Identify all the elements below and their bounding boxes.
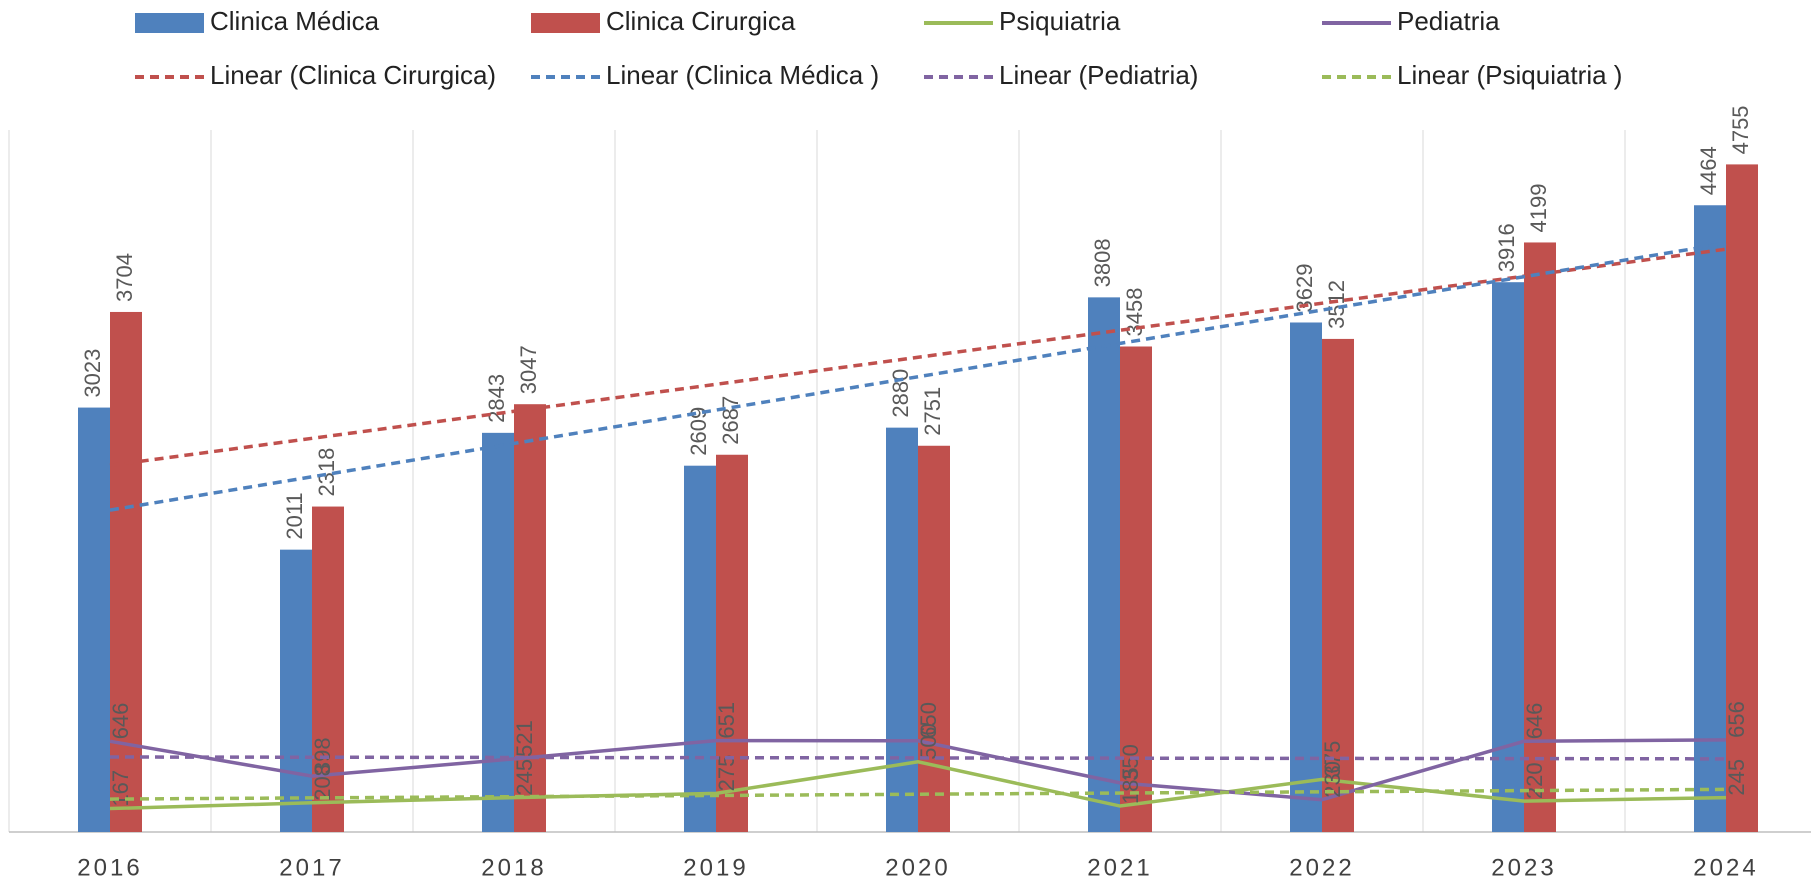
bar: [482, 432, 514, 832]
data-label: 185: [1118, 767, 1143, 804]
bar: [684, 465, 716, 832]
bar: [312, 506, 344, 832]
bar: [1524, 242, 1556, 833]
legend-label: Linear (Psiquiatria ): [1397, 60, 1622, 90]
x-tick-label: 2020: [885, 854, 950, 881]
bar: [514, 404, 546, 832]
legend-label: Linear (Clinica Cirurgica): [210, 60, 496, 90]
x-tick-label: 2016: [77, 854, 142, 881]
data-label: 275: [714, 755, 739, 792]
legend-label: Linear (Pediatria): [999, 60, 1198, 90]
trendline: [109, 247, 1727, 468]
data-label: 2751: [920, 387, 945, 436]
legend-swatch: [531, 13, 600, 33]
data-label: 220: [1522, 762, 1547, 799]
data-label: 208: [310, 764, 335, 801]
data-label: 350: [1118, 744, 1143, 781]
data-label: 521: [512, 720, 537, 757]
data-label: 3047: [516, 345, 541, 394]
x-tick-label: 2018: [481, 854, 546, 881]
bar: [110, 311, 142, 833]
bar: [1726, 164, 1758, 832]
line-series: [109, 738, 1727, 802]
data-label: 245: [512, 759, 537, 796]
bar: [1120, 346, 1152, 832]
legend-label: Clinica Médica: [210, 6, 380, 36]
x-tick-label: 2021: [1087, 854, 1152, 881]
data-label: 646: [1522, 703, 1547, 740]
data-label: 3023: [80, 349, 105, 398]
bar: [1290, 322, 1322, 832]
x-tick-label: 2024: [1693, 854, 1758, 881]
bar: [78, 407, 110, 832]
bar: [1694, 205, 1726, 832]
legend-label: Clinica Cirurgica: [606, 6, 796, 36]
bar: [1322, 338, 1354, 832]
data-label: 646: [108, 703, 133, 740]
x-tick-label: 2017: [279, 854, 344, 881]
bar: [1088, 297, 1120, 832]
data-label: 167: [108, 770, 133, 807]
trendline: [109, 241, 1727, 512]
legend-swatch: [135, 13, 204, 33]
x-tick-label: 2022: [1289, 854, 1354, 881]
data-label: 2011: [282, 492, 307, 539]
data-label: 650: [916, 702, 941, 739]
bar: [1492, 282, 1524, 832]
data-label: 3704: [112, 253, 137, 302]
data-label: 4199: [1526, 184, 1551, 233]
x-tick-label: 2023: [1491, 854, 1556, 881]
x-tick-label: 2019: [683, 854, 748, 881]
bar: [886, 427, 918, 832]
data-label: 4755: [1728, 105, 1753, 154]
data-label: 245: [1724, 759, 1749, 796]
data-label: 4464: [1696, 146, 1721, 195]
data-label: 3916: [1494, 223, 1519, 272]
data-label: 2687: [718, 396, 743, 445]
legend-label: Linear (Clinica Médica ): [606, 60, 879, 90]
data-label: 2880: [888, 369, 913, 418]
data-label: 3512: [1324, 280, 1349, 329]
bar: [280, 549, 312, 832]
data-label: 500: [916, 723, 941, 760]
legend-label: Pediatria: [1397, 6, 1500, 36]
data-label: 3808: [1090, 238, 1115, 287]
data-label: 656: [1724, 701, 1749, 738]
bar: [716, 454, 748, 832]
data-label: 651: [714, 702, 739, 739]
legend-label: Psiquiatria: [999, 6, 1121, 36]
bar: [918, 445, 950, 832]
line-series: [109, 760, 1727, 811]
